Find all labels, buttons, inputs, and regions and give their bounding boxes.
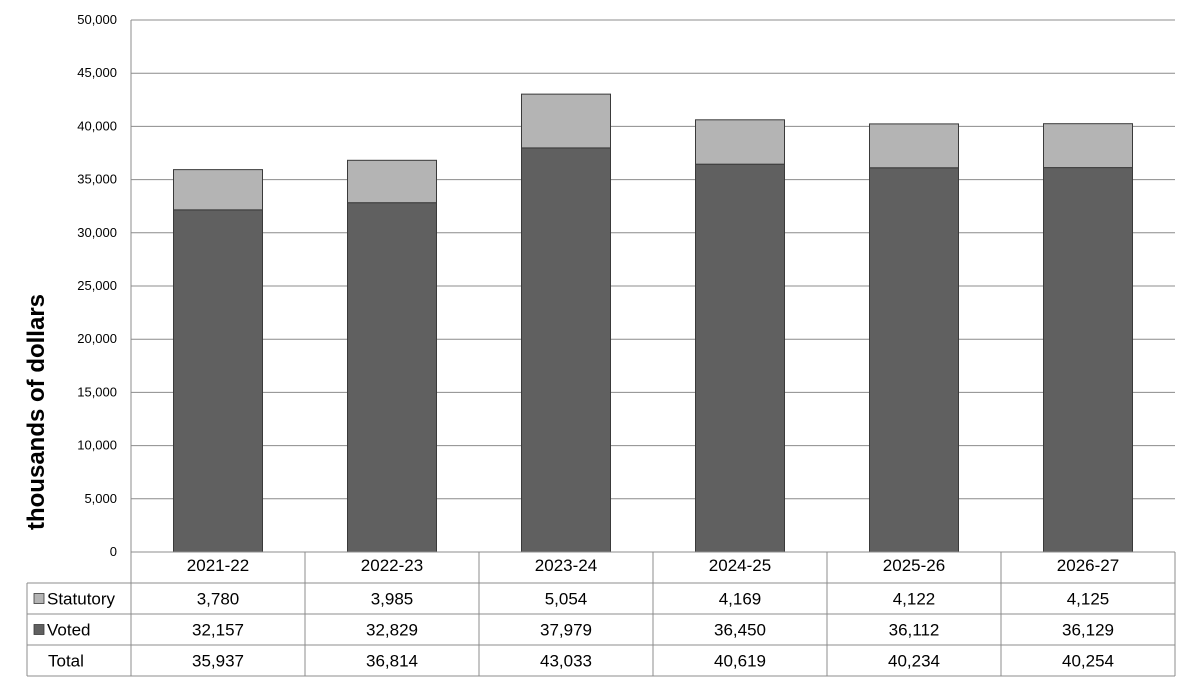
data-label-statutory: 5,054 — [545, 590, 588, 609]
data-label-total: 43,033 — [540, 652, 592, 671]
y-tick-label: 5,000 — [84, 491, 117, 506]
x-tick-label: 2026-27 — [1057, 556, 1119, 575]
bar-voted — [869, 167, 959, 553]
data-label-statutory: 4,169 — [719, 590, 762, 609]
data-label-voted: 36,450 — [714, 621, 766, 640]
bar-statutory — [521, 93, 611, 149]
bar-statutory — [869, 123, 959, 169]
x-tick-label: 2022-23 — [361, 556, 423, 575]
data-label-voted: 37,979 — [540, 621, 592, 640]
bar-voted — [347, 202, 437, 553]
data-label-statutory: 3,985 — [371, 590, 414, 609]
y-tick-label: 0 — [110, 544, 117, 559]
y-axis-ticks: 0 5,000 10,000 15,000 20,000 25,000 30,000 35,0… — [77, 12, 117, 559]
y-axis-label: thousands of dollars — [23, 294, 50, 530]
data-label-total: 35,937 — [192, 652, 244, 671]
legend-label-total: Total — [48, 652, 84, 671]
y-tick-label: 25,000 — [77, 278, 117, 293]
bar-statutory — [347, 159, 437, 204]
y-tick-label: 10,000 — [77, 438, 117, 453]
gridlines — [130, 19, 1175, 552]
data-label-statutory: 3,780 — [197, 590, 240, 609]
y-tick-label: 30,000 — [77, 225, 117, 240]
x-tick-label: 2025-26 — [883, 556, 945, 575]
data-label-voted: 36,112 — [889, 621, 940, 640]
bar-voted — [173, 209, 263, 553]
bars — [173, 93, 1133, 553]
legend-label-voted: Voted — [47, 621, 91, 640]
legend-swatch-voted — [33, 624, 45, 635]
bar-voted — [521, 147, 611, 553]
y-tick-label: 15,000 — [77, 384, 117, 399]
data-label-voted: 32,829 — [366, 621, 418, 640]
data-label-voted: 36,129 — [1062, 621, 1114, 640]
data-label-statutory: 4,125 — [1067, 590, 1110, 609]
y-tick-label: 35,000 — [77, 172, 117, 187]
x-tick-label: 2021-22 — [187, 556, 249, 575]
data-table: 2021-22 2022-23 2023-24 2024-25 2025-26 2026-… — [26, 551, 1176, 677]
data-label-total: 40,619 — [714, 652, 766, 671]
y-tick-label: 50,000 — [77, 12, 117, 27]
data-label-total: 40,234 — [888, 652, 940, 671]
x-tick-label: 2023-24 — [535, 556, 597, 575]
y-tick-label: 45,000 — [77, 65, 117, 80]
y-tick-label: 40,000 — [77, 118, 117, 133]
bar-voted — [695, 163, 785, 553]
data-label-statutory: 4,122 — [893, 590, 936, 609]
bar-statutory — [695, 119, 785, 165]
legend-swatch-statutory — [33, 593, 45, 604]
bar-voted — [1043, 167, 1133, 553]
x-tick-label: 2024-25 — [709, 556, 771, 575]
bar-statutory — [173, 169, 263, 211]
data-label-total: 36,814 — [366, 652, 418, 671]
y-tick-label: 20,000 — [77, 331, 117, 346]
data-label-total: 40,254 — [1062, 652, 1114, 671]
legend-label-statutory: Statutory — [47, 590, 116, 609]
bar-statutory — [1043, 123, 1133, 169]
data-label-voted: 32,157 — [192, 621, 244, 640]
